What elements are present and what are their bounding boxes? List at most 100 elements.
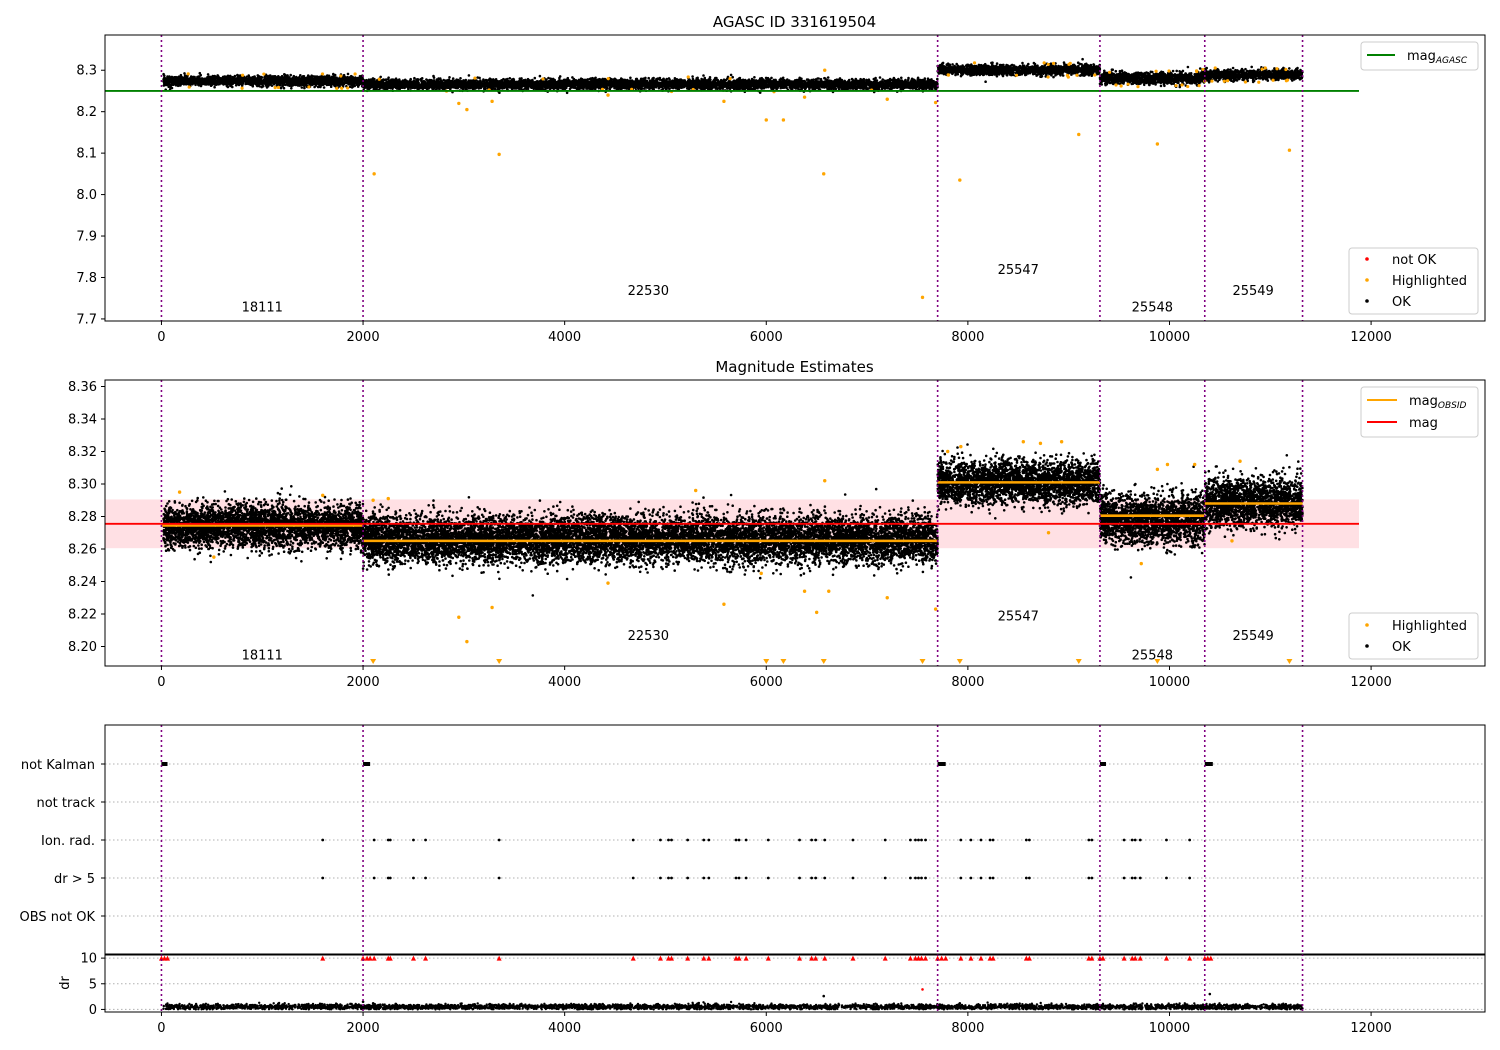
agasc-highlighted-point xyxy=(377,77,381,81)
agasc-x-tick-label: 10000 xyxy=(1149,330,1190,345)
estimates-y-tick-label: 8.20 xyxy=(68,640,97,655)
estimates-x-tick-label: 2000 xyxy=(347,675,380,690)
flags-ion-rad-marker xyxy=(1165,838,1168,842)
agasc-y-tick-label: 8.2 xyxy=(76,105,97,120)
estimates-highlighted-point xyxy=(177,490,182,494)
estimates-off-scale-marker xyxy=(820,659,827,664)
agasc-highlighted-point xyxy=(1201,67,1205,72)
flags-ion-rad-marker xyxy=(1087,838,1091,842)
estimates-off-scale-marker xyxy=(763,659,770,664)
estimates-off-scale-marker xyxy=(919,659,926,664)
estimates-highlighted-point xyxy=(1038,441,1043,446)
agasc-bottom-legend-box xyxy=(1348,247,1479,315)
agasc-obsid-label: 18111 xyxy=(242,300,283,315)
estimates-highlighted-point xyxy=(885,596,889,600)
flags-dr-marker xyxy=(1138,876,1142,880)
estimates-ok-points xyxy=(936,443,1102,520)
estimates-frame xyxy=(104,379,1486,667)
agasc-highlighted-point xyxy=(1051,61,1056,65)
estimates-highlighted-point xyxy=(465,639,469,644)
flags-ion-rad-marker xyxy=(1024,838,1028,842)
agasc-highlighted-point xyxy=(490,99,494,104)
dr-clipped-marker xyxy=(1137,955,1143,961)
estimates-legend-label: OK xyxy=(1392,640,1411,655)
agasc-highlighted-point xyxy=(1067,62,1071,66)
agasc-highlighted-point xyxy=(958,178,962,182)
flags-ion-rad-marker xyxy=(766,838,770,842)
flags-ion-rad-marker xyxy=(386,838,390,842)
estimates-ok-points xyxy=(1098,465,1206,579)
estimates-highlighted-point xyxy=(1238,459,1242,463)
estimates-highlighted-point xyxy=(1165,462,1170,467)
agasc-highlighted-point xyxy=(1014,73,1019,77)
estimates-highlighted-point xyxy=(371,498,375,502)
agasc-highlighted-point xyxy=(187,85,191,89)
agasc-highlighted-point xyxy=(802,95,807,99)
dr-clipped-marker xyxy=(882,955,888,961)
agasc-highlighted-point xyxy=(823,68,827,72)
dr-clipped-marker xyxy=(850,955,856,961)
agasc-obsid-label: 25549 xyxy=(1232,284,1273,299)
agasc-highlighted-point xyxy=(1077,132,1081,137)
dr-clipped-marker xyxy=(371,955,377,961)
estimates-legend-marker xyxy=(1365,644,1369,648)
estimates-x-tick-label: 4000 xyxy=(548,675,581,690)
estimates-obsid-label: 25548 xyxy=(1132,649,1173,664)
dr-clipped-marker xyxy=(743,955,749,961)
dr-outlier-point xyxy=(822,994,826,998)
dr-clipped-marker xyxy=(813,955,819,961)
dr-x-tick-label: 6000 xyxy=(750,1021,783,1036)
dr-axis-label: dr xyxy=(58,976,73,990)
estimates-x-tick-label: 8000 xyxy=(951,675,984,690)
dr-clipped-marker xyxy=(797,955,803,961)
estimates-highlighted-point xyxy=(946,449,950,454)
agasc-highlighted-point xyxy=(1126,82,1130,86)
agasc-highlighted-point xyxy=(1243,80,1248,84)
estimates-x-tick-label: 10000 xyxy=(1149,675,1190,690)
agasc-frame xyxy=(104,34,1486,322)
flags-ion-rad-marker xyxy=(814,838,818,842)
estimates-highlighted-point xyxy=(1230,539,1234,543)
dr-clipped-marker xyxy=(935,955,941,961)
flags-row-label: not Kalman xyxy=(21,758,95,773)
flags-ion-rad-marker xyxy=(1138,838,1142,842)
flags-ion-rad-marker xyxy=(707,838,711,842)
estimates-off-scale-marker xyxy=(1154,659,1161,664)
flags-dr-marker xyxy=(1087,876,1091,880)
agasc-highlighted-point xyxy=(1154,69,1158,73)
dr-clipped-marker xyxy=(765,955,771,961)
agasc-highlighted-point xyxy=(339,74,343,78)
flags-ion-rad-marker xyxy=(798,838,801,842)
agasc-highlighted-point xyxy=(465,107,469,112)
agasc-x-tick-label: 4000 xyxy=(548,330,581,345)
agasc-highlighted-point xyxy=(276,85,281,90)
flags-row-label: not track xyxy=(36,796,95,811)
flags-dr-marker xyxy=(1090,876,1094,880)
agasc-highlighted-point xyxy=(728,77,732,81)
flags-dr-marker xyxy=(386,876,390,880)
flags-ion-rad-marker xyxy=(909,838,912,842)
estimates-obsid-label: 22530 xyxy=(628,629,669,644)
estimates-y-tick-label: 8.30 xyxy=(68,478,97,493)
flags-ion-rad-marker xyxy=(959,838,963,842)
dr-y-tick-label: 5 xyxy=(89,977,97,992)
flags-ion-rad-marker xyxy=(1122,838,1126,842)
agasc-obsid-label: 25548 xyxy=(1132,300,1173,315)
agasc-highlighted-point xyxy=(262,72,266,76)
flags-not-kalman-marker xyxy=(937,762,946,766)
agasc-highlighted-point xyxy=(920,295,925,300)
flags-dr-marker xyxy=(744,876,748,880)
flags-frame xyxy=(104,724,1486,956)
agasc-legend-marker xyxy=(1365,278,1369,282)
dr-clipped-marker xyxy=(958,955,964,961)
agasc-highlighted-point xyxy=(240,86,244,90)
estimates-highlighted-point xyxy=(802,589,807,593)
agasc-highlighted-point xyxy=(457,101,461,106)
agasc-highlighted-point xyxy=(335,86,339,90)
agasc-highlighted-point xyxy=(1186,84,1190,89)
dr-clipped-marker xyxy=(706,955,712,961)
dr-clipped-marker xyxy=(1132,955,1138,961)
estimates-highlighted-point xyxy=(1192,462,1197,467)
flags-ion-rad-marker xyxy=(1188,838,1192,842)
